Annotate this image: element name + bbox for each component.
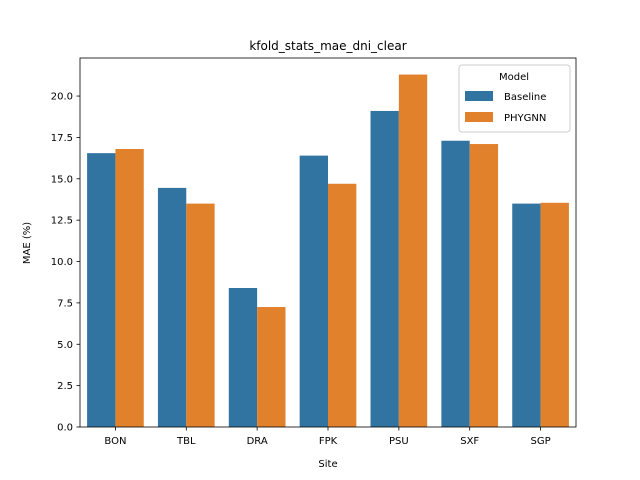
y-tick-label: 2.5 xyxy=(57,381,73,392)
y-tick-label: 15.0 xyxy=(51,174,73,185)
y-tick-label: 20.0 xyxy=(51,92,73,103)
y-ticks-group: 0.0 2.5 5.0 7.5 10.0 12.5 15.0 17.5 20.0 xyxy=(51,92,80,434)
bar-baseline-tbl xyxy=(157,187,187,427)
y-tick-label: 0.0 xyxy=(57,423,73,434)
y-axis-label: MAE (%) xyxy=(22,222,33,264)
bar-baseline-fpk xyxy=(299,155,328,427)
bar-phygnn-bon xyxy=(115,149,144,427)
y-tick-label: 5.0 xyxy=(57,340,73,351)
bar-baseline-bon xyxy=(87,153,116,427)
legend-swatch-baseline xyxy=(465,91,493,101)
bar-phygnn-sgp xyxy=(540,202,569,427)
y-tick-label: 10.0 xyxy=(51,257,73,268)
legend-swatch-phygnn xyxy=(465,112,493,122)
x-ticks-group: BON TBL DRA FPK PSU SXF SGP xyxy=(104,427,551,447)
legend-title: Model xyxy=(499,72,529,83)
x-tick-label: TBL xyxy=(176,436,196,447)
x-tick-label: SXF xyxy=(460,436,479,447)
legend-label-baseline: Baseline xyxy=(504,92,546,103)
y-tick-label: 12.5 xyxy=(51,216,73,227)
chart-title: kfold_stats_mae_dni_clear xyxy=(249,39,406,53)
bar-phygnn-fpk xyxy=(328,183,357,427)
x-tick-label: SGP xyxy=(531,436,551,447)
bar-baseline-sxf xyxy=(441,140,470,428)
plot-frame xyxy=(79,57,577,428)
bar-baseline-psu xyxy=(370,110,399,427)
y-tick-label: 17.5 xyxy=(51,133,73,144)
x-tick-label: PSU xyxy=(389,436,409,447)
x-axis-label: Site xyxy=(318,459,337,470)
x-tick-label: FPK xyxy=(319,436,338,447)
bar-phygnn-sxf xyxy=(469,144,499,428)
x-tick-label: BON xyxy=(104,436,126,447)
bar-baseline-sgp xyxy=(512,203,541,427)
bar-phygnn-psu xyxy=(398,74,428,428)
x-tick-label: DRA xyxy=(247,436,268,447)
legend-label-phygnn: PHYGNN xyxy=(504,113,546,124)
bar-phygnn-tbl xyxy=(186,203,215,427)
legend: Model Baseline PHYGNN xyxy=(458,64,571,133)
bar-phygnn-dra xyxy=(257,307,286,427)
y-tick-label: 7.5 xyxy=(57,298,73,309)
bars-group xyxy=(87,74,569,428)
bar-baseline-dra xyxy=(228,288,258,427)
